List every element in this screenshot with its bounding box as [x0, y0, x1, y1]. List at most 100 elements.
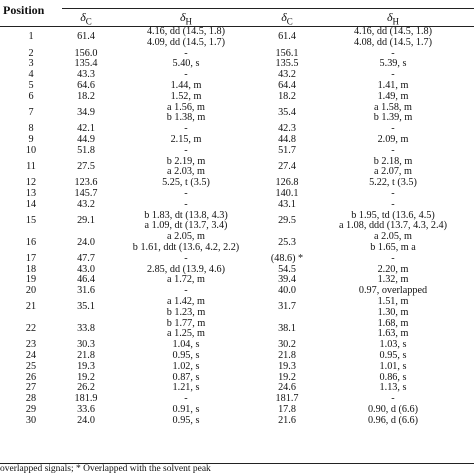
shift-line: 2.85, dd (13.9, 4.6)	[146, 264, 226, 275]
delta-h-cell-1: 5.40, s	[110, 59, 262, 70]
table-row: 3 135.4 5.40, s 135.5 5.39, s	[0, 59, 474, 70]
shift-line: -	[391, 394, 395, 405]
delta-h-cell-1: 0.91, s	[110, 405, 262, 416]
position-cell: 27	[25, 383, 37, 394]
shift-line: 0.95, s	[172, 350, 200, 361]
delta-c-cell-2: 35.4	[278, 106, 296, 118]
delta-c-cell-1: 31.6	[77, 286, 95, 297]
delta-h-cell-2: -	[312, 124, 474, 135]
shift-line: a 1.72, m	[167, 275, 205, 286]
position-header: Position	[3, 3, 45, 17]
delta-c-cell-2: 19.2	[278, 372, 296, 383]
shift-line: -	[184, 124, 188, 135]
delta-h-cell-1: -	[110, 49, 262, 60]
delta-h-cell-2: 1.51, m 1.30, m	[312, 297, 474, 319]
delta-c-cell-2: 42.3	[278, 124, 296, 135]
shift-line: 1.03, s	[379, 340, 407, 351]
delta-c-subscript: C	[85, 16, 92, 27]
delta-h-cell-1: a 1.72, m	[110, 275, 262, 286]
delta-h-cell-1: 5.25, t (3.5)	[110, 178, 262, 189]
shift-line: b 1.83, dt (13.8, 4.3)	[144, 210, 228, 221]
shift-line: 5.40, s	[172, 59, 200, 70]
delta-c-cell-2: 61.4	[278, 31, 296, 43]
delta-c-cell-1: 33.6	[77, 404, 95, 415]
shift-line: 0.87, s	[172, 372, 200, 383]
shift-line: b 1.39, m	[373, 112, 413, 124]
position-cell: 26	[25, 372, 37, 383]
shift-line: -	[184, 394, 188, 405]
delta-c-cell-1: 35.1	[77, 301, 95, 313]
position-cell: 24	[25, 350, 37, 361]
delta-h-cell-1: 1.52, m	[110, 92, 262, 103]
position-cell: 11	[26, 160, 36, 172]
delta-c-cell-1: 24.0	[77, 236, 95, 248]
position-cell: 19	[25, 275, 37, 286]
table-row: 5 64.6 1.44, m 64.4 1.41, m	[0, 81, 474, 92]
shift-line: b 1.23, m	[166, 306, 206, 318]
delta-h-header-1: δH	[110, 10, 262, 28]
shift-line: b 1.77, m	[166, 318, 206, 329]
header-bottom-rule	[0, 26, 474, 27]
delta-c-cell-1: 43.0	[77, 264, 95, 275]
delta-c-cell-2: 140.1	[275, 188, 299, 199]
delta-h-cell-2: 2.09, m	[312, 135, 474, 146]
delta-h-cell-2: -	[312, 49, 474, 60]
position-cell: 16	[25, 236, 37, 248]
shift-line: 1.51, m	[377, 296, 409, 307]
shift-line: 2.09, m	[377, 134, 409, 145]
delta-h-cell-2: 5.39, s	[312, 59, 474, 70]
table-row: 9 44.9 2.15, m 44.8 2.09, m	[0, 135, 474, 146]
shift-line: -	[391, 70, 395, 81]
shift-line: -	[391, 188, 395, 199]
position-cell: 12	[25, 178, 37, 189]
position-cell: 9	[28, 134, 34, 145]
delta-h-cell-1: 2.15, m	[110, 135, 262, 146]
shift-line: 1.32, m	[377, 275, 409, 286]
delta-h-cell-2: 2.20, m	[312, 265, 474, 276]
table-row: 30 24.0 0.95, s 21.6 0.96, d (6.6)	[0, 416, 474, 427]
position-cell: 29	[25, 404, 37, 415]
delta-h-cell-2: -	[312, 70, 474, 81]
delta-h-cell-1: -	[110, 70, 262, 81]
delta-h-cell-1: -	[110, 200, 262, 211]
shift-line: -	[184, 48, 188, 59]
position-cell: 21	[25, 301, 37, 313]
delta-h-cell-2: 0.86, s	[312, 373, 474, 384]
table-footnote: overlapped signals; * Overlapped with th…	[0, 464, 211, 474]
delta-h-cell-1: 2.85, dd (13.9, 4.6)	[110, 265, 262, 276]
delta-h-cell-2: 0.96, d (6.6)	[312, 416, 474, 427]
delta-c-cell-1: 46.4	[77, 275, 95, 286]
shift-line: 1.52, m	[170, 91, 202, 102]
delta-c-cell-2: 43.1	[278, 199, 296, 210]
nmr-data-table: 1 61.4 4.16, dd (14.5, 1.8) 4.09, dd (14.5,…	[0, 27, 474, 426]
position-cell: 30	[25, 415, 37, 426]
delta-h-cell-2: -	[312, 200, 474, 211]
delta-c-symbol: δ	[80, 10, 86, 24]
shift-line: a 1.09, dt (13.7, 3.4)	[144, 220, 228, 232]
table-row: 14 43.2 - 43.1 -	[0, 200, 474, 211]
delta-c-header-1: δC	[62, 10, 110, 28]
delta-h-cell-2: -	[312, 254, 474, 265]
delta-h-cell-2: 1.32, m	[312, 275, 474, 286]
position-cell: 23	[25, 340, 37, 351]
delta-c-cell-1: 24.0	[77, 415, 95, 426]
shift-line: b 1.61, ddt (13.6, 4.2, 2.2)	[132, 241, 240, 253]
shift-line: 4.09, dd (14.5, 1.7)	[146, 36, 226, 48]
delta-c-cell-1: 47.7	[77, 253, 95, 264]
table-bottom-rule	[0, 463, 474, 464]
delta-h-cell-1: -	[110, 394, 262, 405]
position-cell: 8	[28, 124, 34, 135]
shift-line: 5.22, t (3.5)	[369, 178, 417, 189]
shift-line: a 2.05, m	[167, 232, 205, 243]
delta-h-cell-1: 1.21, s	[110, 383, 262, 394]
shift-line: 0.95, s	[379, 350, 407, 361]
shift-line: 1.63, m	[377, 328, 409, 340]
delta-h-cell-1: 1.04, s	[110, 340, 262, 351]
shift-line: 4.16, dd (14.5, 1.8)	[146, 27, 226, 37]
